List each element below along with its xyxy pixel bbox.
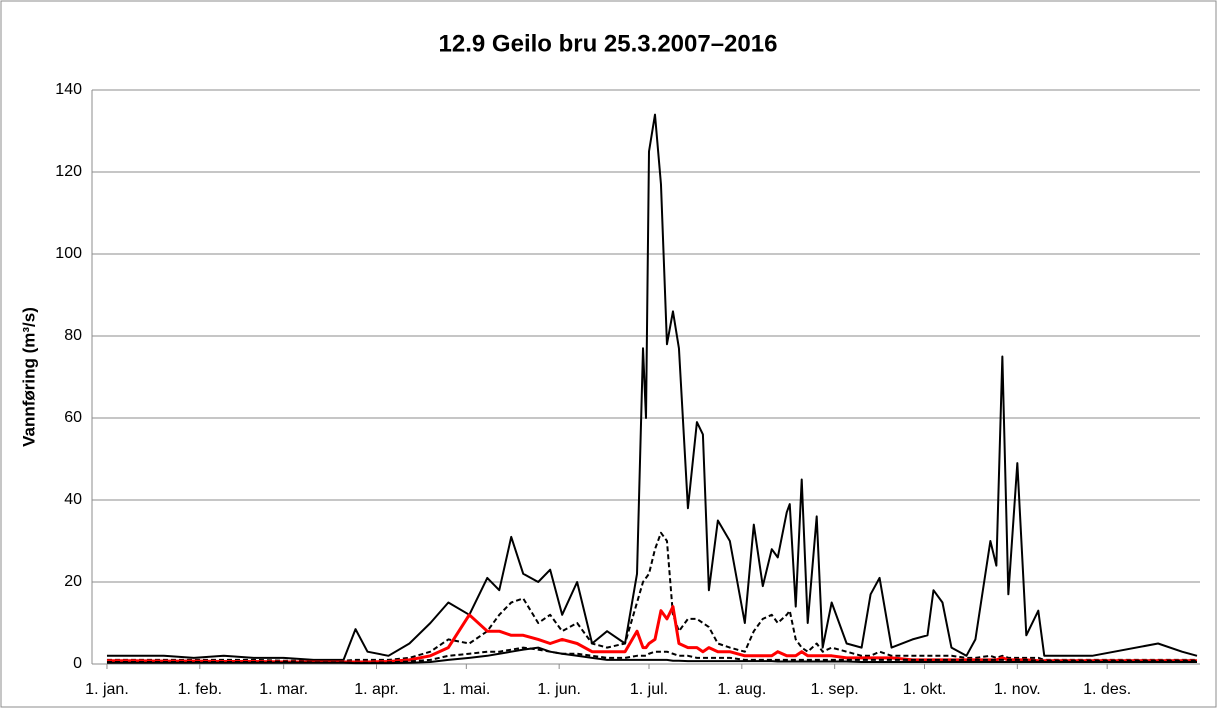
x-tick-label: 1. nov. [994,681,1041,698]
x-tick-label: 1. mar. [259,681,308,698]
x-tick-label: 1. jun. [537,681,581,698]
x-tick-label: 1. sep. [811,681,859,698]
y-axis-label: Vannføring (m³/s) [19,307,38,447]
series-line [106,113,1198,661]
x-tick-label: 1. jan. [85,681,129,698]
x-tick-label: 1. apr. [354,681,398,698]
y-tick-label: 100 [55,245,82,262]
y-tick-label: 140 [55,81,82,98]
x-tick-label: 1. okt. [903,681,947,698]
y-tick-label: 40 [64,491,82,508]
y-tick-label: 60 [64,409,82,426]
series-line [106,531,1198,662]
x-tick-label: 1. mai. [442,681,490,698]
chart-title: 12.9 Geilo bru 25.3.2007–2016 [439,30,778,57]
x-tick-label: 1. feb. [178,681,222,698]
x-tick-label: 1. jul. [630,681,668,698]
x-tick-label: 1. des. [1083,681,1131,698]
y-tick-label: 20 [64,573,82,590]
series-line [106,646,1198,664]
y-tick-label: 80 [64,327,82,344]
series-line [106,646,1198,665]
y-tick-label: 0 [73,655,82,672]
x-tick-label: 1. aug. [717,681,766,698]
y-tick-label: 120 [55,163,82,180]
series-line [106,605,1198,664]
